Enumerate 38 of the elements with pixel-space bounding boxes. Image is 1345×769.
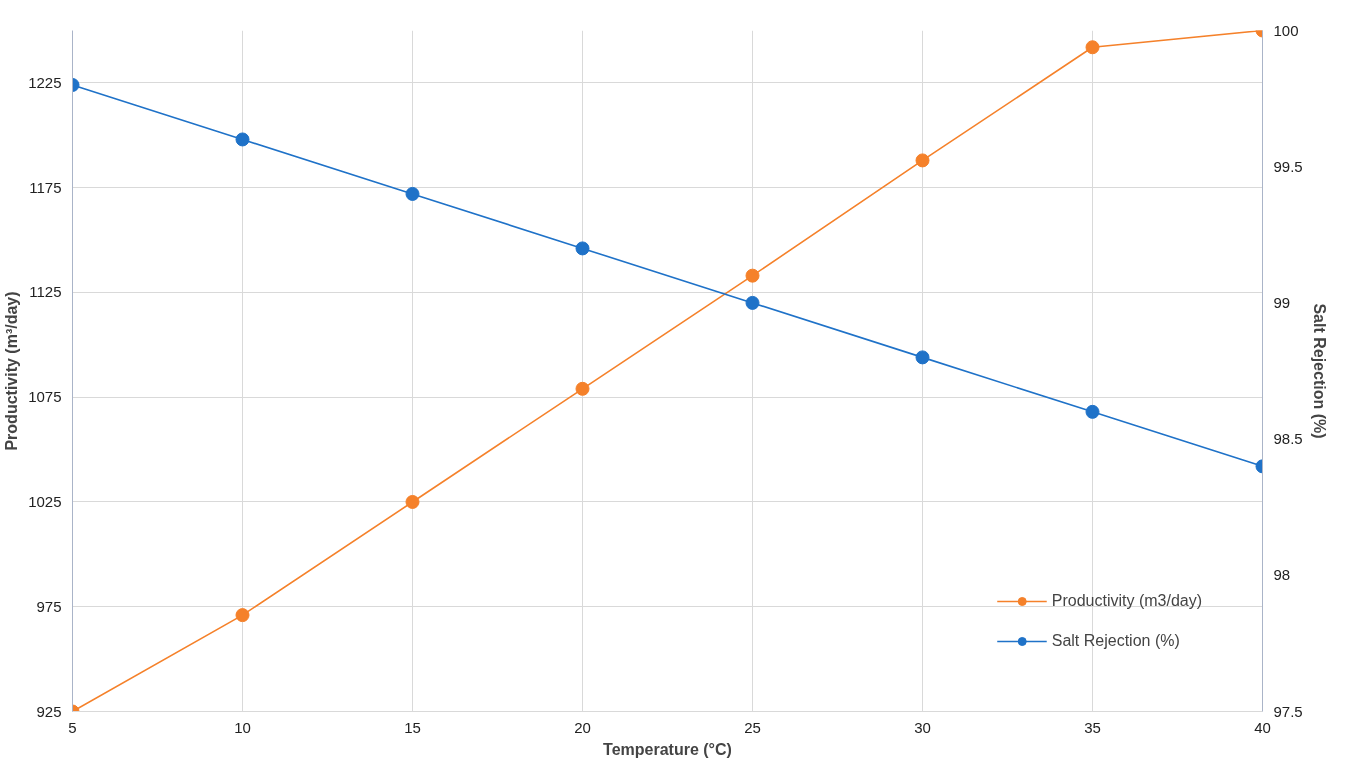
x-tick-label: 40 (1254, 718, 1271, 736)
y-tick-label: 975 (36, 597, 62, 615)
y2-tick-label: 100 (1273, 21, 1299, 39)
point (1085, 404, 1100, 419)
y2-tick-label: 97.5 (1273, 702, 1303, 720)
point (745, 295, 760, 310)
y-tick-label: 1125 (29, 283, 62, 301)
legend-label: Salt Rejection (%) (1051, 632, 1180, 650)
y2-tick-label: 98.5 (1273, 430, 1303, 448)
x-tick-label: 10 (234, 718, 251, 736)
y-tick-label: 1225 (28, 73, 62, 91)
x-axis-title: Temperature (°C) (603, 740, 732, 758)
y-tick-label: 1175 (29, 178, 62, 196)
y2-tick-label: 99.5 (1273, 157, 1303, 175)
x-tick-label: 25 (744, 718, 761, 736)
point (235, 608, 250, 623)
y2-tick-label: 98 (1273, 566, 1291, 584)
y-tick-label: 1025 (28, 492, 62, 510)
x-tick-label: 15 (404, 718, 421, 736)
point (915, 153, 930, 168)
y-tick-label: 925 (36, 702, 62, 720)
x-tick-label: 20 (574, 718, 591, 736)
point (575, 381, 590, 396)
y2-axis-title: Salt Rejection (%) (1310, 303, 1328, 439)
point (405, 494, 420, 509)
y-tick-label: 1075 (28, 388, 62, 406)
point (915, 350, 930, 365)
y2-tick-label: 99 (1273, 293, 1291, 311)
point (235, 132, 250, 147)
x-tick-label: 5 (68, 718, 77, 736)
point (745, 268, 760, 283)
point (1085, 40, 1100, 55)
point (575, 241, 590, 256)
x-tick-label: 30 (914, 718, 931, 736)
legend-label: Productivity (m3/day) (1051, 592, 1202, 610)
y-axis-title: Productivity (m³/day) (3, 291, 21, 451)
x-tick-label: 35 (1084, 718, 1101, 736)
point (405, 186, 420, 201)
